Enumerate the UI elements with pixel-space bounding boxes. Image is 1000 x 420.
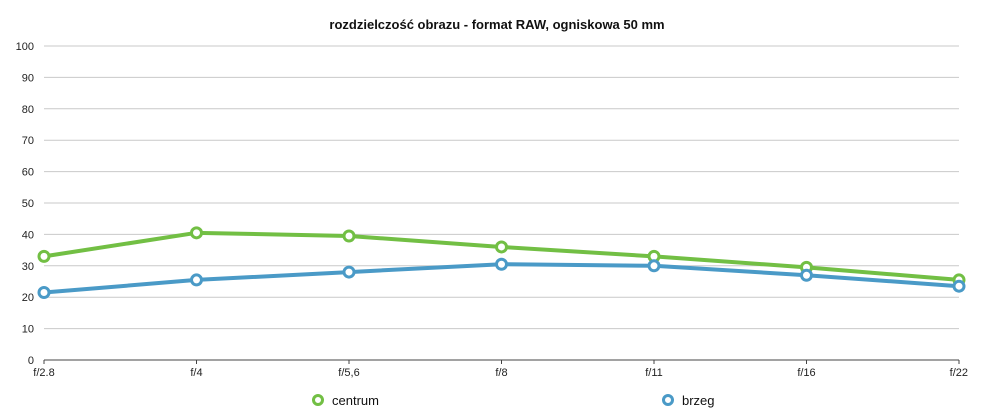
y-tick-label: 80 (22, 104, 34, 116)
legend-label: centrum (332, 393, 379, 408)
data-point (342, 229, 356, 243)
x-tick-label: f/2.8 (33, 367, 54, 379)
series-brzeg (37, 257, 966, 299)
gridlines (44, 45, 959, 361)
series-centrum (37, 226, 966, 287)
data-point (190, 226, 203, 240)
legend-item-brzeg: brzeg (662, 393, 715, 408)
x-tick-label: f/8 (495, 367, 507, 379)
x-tick-label: f/16 (797, 367, 815, 379)
legend-marker (312, 394, 324, 406)
data-point (37, 249, 51, 263)
x-tick-label: f/5,6 (338, 367, 359, 379)
x-axis-tick-labels: f/2.8 f/4 f/5,6 f/8 f/11 f/16 f/22 (33, 360, 968, 379)
data-point (342, 265, 356, 279)
data-point (37, 285, 51, 299)
y-tick-label: 30 (22, 261, 34, 273)
y-tick-label: 40 (22, 229, 34, 241)
y-tick-label: 100 (16, 41, 34, 53)
x-tick-label: f/22 (950, 367, 968, 379)
data-point (647, 259, 661, 273)
data-point (495, 257, 508, 271)
legend-item-centrum: centrum (312, 393, 379, 408)
y-tick-label: 20 (22, 292, 34, 304)
data-point (800, 268, 813, 282)
x-tick-label: f/4 (190, 367, 202, 379)
legend-marker (662, 394, 674, 406)
series-layer (37, 226, 966, 299)
y-tick-label: 70 (22, 135, 34, 147)
data-point (952, 279, 966, 293)
x-tick-label: f/11 (645, 367, 663, 379)
data-point (190, 273, 203, 287)
legend: centrum brzeg (312, 393, 715, 408)
series-line-centrum (42, 230, 961, 282)
y-tick-label: 10 (22, 324, 34, 336)
y-tick-label: 60 (22, 167, 34, 179)
legend-label: brzeg (682, 393, 715, 408)
y-tick-label: 50 (22, 198, 34, 210)
y-tick-label: 0 (28, 355, 34, 367)
data-point (495, 240, 508, 254)
y-tick-label: 90 (22, 72, 34, 84)
y-axis-tick-labels: 0 10 20 30 40 50 60 70 80 90 100 (16, 41, 34, 367)
chart-title: rozdzielczość obrazu - format RAW, ognis… (329, 17, 664, 32)
